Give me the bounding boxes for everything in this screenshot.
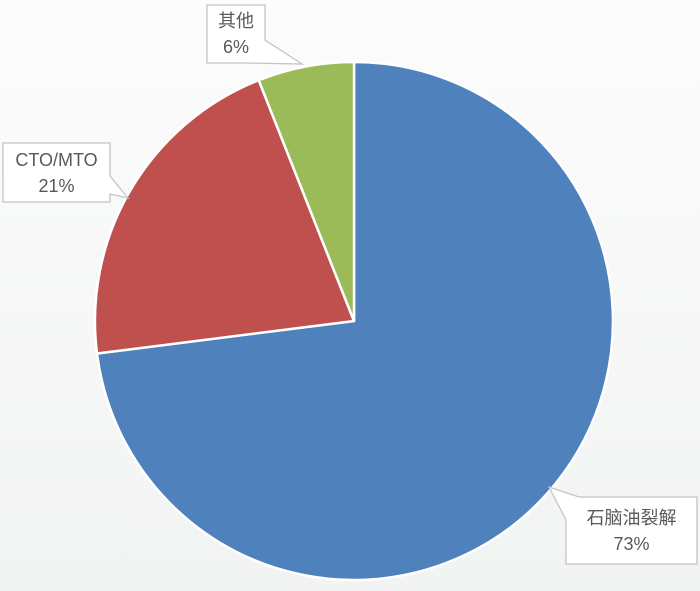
callout-shape-cto-mto [2, 142, 130, 203]
callout-shape-naphtha-cracking [547, 485, 698, 565]
pie-slice-other [257, 60, 356, 323]
callout-shape-other [206, 4, 305, 65]
pie-slice-cto-mto [93, 78, 356, 355]
